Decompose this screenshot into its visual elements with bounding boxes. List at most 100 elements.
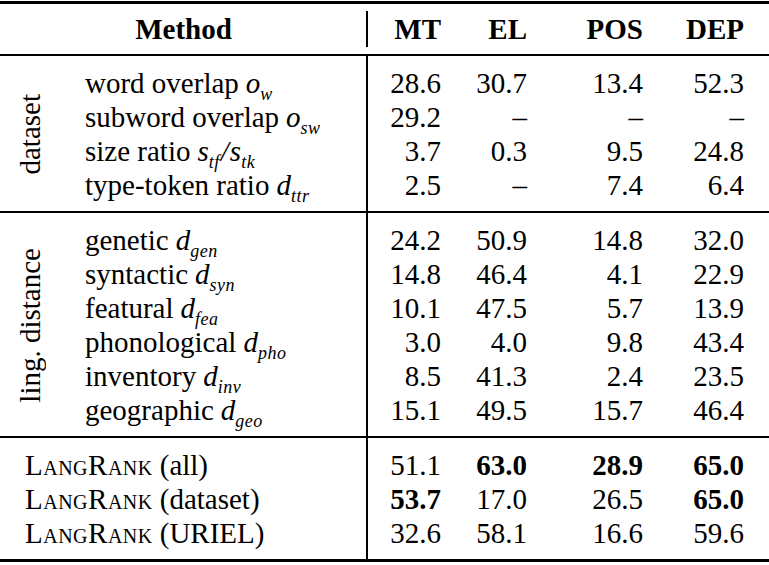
row-langrank-uriel: LangRank(URIEL) 32.6 58.1 16.6 59.6 (0, 516, 769, 550)
row-label: type-token ratio (85, 169, 269, 201)
row-label: syntactic (85, 258, 188, 290)
cell-value: 65.0 (654, 483, 769, 516)
cell-value: 14.8 (538, 224, 654, 257)
row-label: LangRank (25, 517, 153, 549)
section-dataset: dataset word overlapow 28.6 30.7 13.4 52… (0, 56, 769, 211)
column-separator (366, 438, 368, 559)
section-langrank: LangRank(all) 51.1 63.0 28.9 65.0 LangRa… (0, 438, 769, 559)
cell-value: 24.2 (367, 224, 452, 257)
row-type-token-ratio: type-token ratiodttr 2.5 – 7.4 6.4 (60, 168, 769, 202)
cell-value: 41.3 (452, 360, 538, 393)
cell-value: 9.5 (538, 135, 654, 168)
cell-value: 47.5 (452, 292, 538, 325)
row-featural: featuraldfea 10.1 47.5 5.7 13.9 (60, 291, 769, 325)
row-langrank-dataset: LangRank(dataset) 53.7 17.0 26.5 65.0 (0, 482, 769, 516)
row-symbol: dinv (203, 360, 241, 392)
cell-value: 5.7 (538, 292, 654, 325)
header-col-el: EL (452, 13, 538, 46)
row-symbol: dgeo (221, 394, 263, 426)
cell-value: 59.6 (654, 517, 769, 550)
cell-value: 0.3 (452, 135, 538, 168)
cell-value: 26.5 (538, 483, 654, 516)
cell-value: 32.0 (654, 224, 769, 257)
row-genetic: geneticdgen 24.2 50.9 14.8 32.0 (60, 223, 769, 257)
header-method: Method (0, 13, 367, 46)
header-columns: MT EL POS DEP (367, 13, 769, 46)
row-label: word overlap (85, 67, 239, 99)
row-symbol: dpho (243, 326, 286, 358)
cell-value: 13.4 (538, 67, 654, 100)
cell-value: 46.4 (452, 258, 538, 291)
cell-value: 3.7 (367, 135, 452, 168)
cell-value: 53.7 (367, 483, 452, 516)
cell-value: 65.0 (654, 449, 769, 482)
row-label: phonological (85, 326, 236, 358)
cell-value: 2.5 (367, 169, 452, 202)
column-separator (366, 213, 368, 436)
cell-value: – (452, 101, 538, 134)
row-label: LangRank (25, 483, 153, 515)
row-label: geographic (85, 394, 214, 426)
cell-value: 14.8 (367, 258, 452, 291)
table-header: Method MT EL POS DEP (0, 4, 769, 54)
row-geographic: geographicdgeo 15.1 49.5 15.7 46.4 (60, 393, 769, 427)
row-inventory: inventorydinv 8.5 41.3 2.4 23.5 (60, 359, 769, 393)
row-symbol: dsyn (195, 258, 235, 290)
cell-value: – (654, 101, 769, 134)
cell-value: 9.8 (538, 326, 654, 359)
header-col-pos: POS (538, 13, 654, 46)
row-langrank-all: LangRank(all) 51.1 63.0 28.9 65.0 (0, 448, 769, 482)
cell-value: 30.7 (452, 67, 538, 100)
cell-value: 17.0 (452, 483, 538, 516)
row-symbol: osw (286, 101, 320, 133)
row-label: genetic (85, 224, 169, 256)
row-symbol: ow (246, 67, 273, 99)
cell-value: 3.0 (367, 326, 452, 359)
cell-value: 4.1 (538, 258, 654, 291)
cell-value: – (538, 101, 654, 134)
row-label: size ratio (85, 135, 190, 167)
rule-bottom (0, 559, 769, 562)
cell-value: 24.8 (654, 135, 769, 168)
cell-value: 22.9 (654, 258, 769, 291)
row-label: inventory (85, 360, 196, 392)
cell-value: 13.9 (654, 292, 769, 325)
cell-value: 15.1 (367, 394, 452, 427)
cell-value: 52.3 (654, 67, 769, 100)
column-separator (366, 11, 368, 47)
cell-value: 8.5 (367, 360, 452, 393)
row-label: LangRank (25, 449, 153, 481)
cell-value: 49.5 (452, 394, 538, 427)
cell-value: 6.4 (654, 169, 769, 202)
row-symbol: stf/stk (197, 135, 255, 167)
cell-value: 23.5 (654, 360, 769, 393)
cell-value: 58.1 (452, 517, 538, 550)
results-table: Method MT EL POS DEP dataset word overla… (0, 0, 769, 562)
cell-value: 15.7 (538, 394, 654, 427)
row-symbol: dttr (276, 169, 309, 201)
row-label: subword overlap (85, 101, 279, 133)
header-col-mt: MT (367, 13, 452, 46)
cell-value: 32.6 (367, 517, 452, 550)
cell-value: 51.1 (367, 449, 452, 482)
cell-value: 43.4 (654, 326, 769, 359)
row-subword-overlap: subword overlaposw 29.2 – – – (60, 100, 769, 134)
cell-value: 46.4 (654, 394, 769, 427)
row-symbol: dgen (176, 224, 218, 256)
row-phonological: phonologicaldpho 3.0 4.0 9.8 43.4 (60, 325, 769, 359)
row-size-ratio: size ratiostf/stk 3.7 0.3 9.5 24.8 (60, 134, 769, 168)
cell-value: 28.6 (367, 67, 452, 100)
row-symbol: dfea (181, 292, 219, 324)
header-col-dep: DEP (654, 13, 769, 46)
cell-value: 63.0 (452, 449, 538, 482)
cell-value: – (452, 169, 538, 202)
cell-value: 10.1 (367, 292, 452, 325)
group-label-ling-distance: ling. distance (14, 248, 47, 403)
cell-value: 2.4 (538, 360, 654, 393)
cell-value: 50.9 (452, 224, 538, 257)
row-syntactic: syntacticdsyn 14.8 46.4 4.1 22.9 (60, 257, 769, 291)
cell-value: 29.2 (367, 101, 452, 134)
cell-value: 16.6 (538, 517, 654, 550)
row-word-overlap: word overlapow 28.6 30.7 13.4 52.3 (60, 66, 769, 100)
cell-value: 4.0 (452, 326, 538, 359)
